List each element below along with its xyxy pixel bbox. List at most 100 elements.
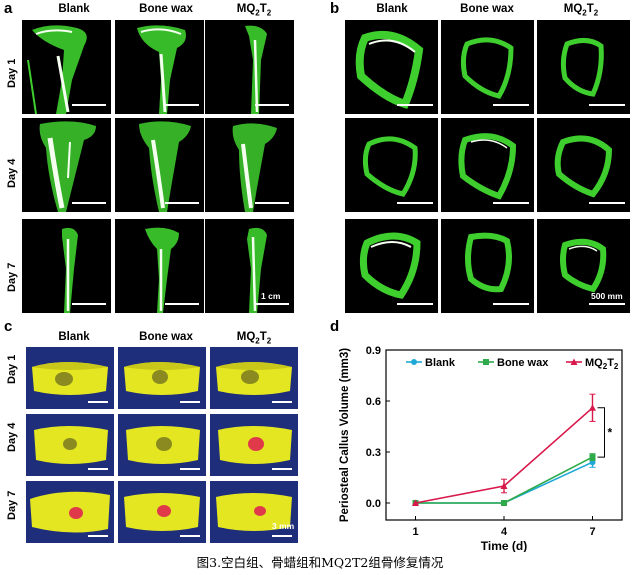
significance-marker: *: [608, 425, 613, 439]
panel-a-row-day1: Day 1: [6, 58, 18, 88]
chart-axes: 0.0 0.3 0.6 0.9 1 4 7 Time (d) Periosteal Callus…: [339, 345, 623, 552]
panel-b-tile-day4-mq2t2: [537, 118, 630, 212]
data-point: [589, 404, 596, 411]
panel-c-col-mq2t2: MQ2T2: [236, 331, 272, 346]
bone-cross-section-image: [458, 133, 517, 200]
bone-cross-section-image: [465, 232, 512, 293]
bone-cross-section-image: [560, 238, 607, 293]
panel-b-tile-day4-bonewax: [441, 118, 534, 212]
legend-marker: [570, 358, 578, 365]
bone-cross-section-image: [355, 31, 424, 109]
scale-bar: [397, 104, 433, 106]
bone-cross-section-image: [362, 136, 418, 197]
callus-3d-render: [216, 493, 292, 531]
bone-cross-section-image: [554, 135, 613, 198]
scale-bar: [397, 202, 433, 204]
data-point: [501, 500, 507, 506]
x-axis-label: Time (d): [481, 539, 527, 552]
scale-bar: [272, 535, 292, 537]
panel-c-letter: c: [4, 318, 13, 335]
panel-a-col-blank: Blank: [58, 3, 90, 15]
panel-b-tile-day7-blank: [345, 219, 438, 313]
scale-bar: [272, 468, 292, 470]
scale-bar: [88, 401, 108, 403]
y-axis-label: Periosteal Callus Volume (mm3): [339, 348, 351, 522]
tibia-ct-image: [137, 25, 186, 114]
panel-a-tile-day1-bonewax: [115, 20, 204, 114]
chart-legend: Blank Bone wax MQ2T2: [406, 357, 619, 371]
scale-label: 3 mm: [272, 521, 295, 531]
panel-a-tile-day7-blank: [22, 219, 111, 313]
legend-marker: [411, 359, 417, 365]
x-tick-label: 4: [501, 526, 508, 538]
panel-c-tile-day1-blank: [26, 347, 114, 409]
data-point: [589, 454, 596, 461]
panel-c-row-day4: Day 4: [6, 422, 18, 452]
callus-3d-render: [32, 362, 108, 395]
plot-frame: [385, 349, 623, 521]
scale-bar: [255, 104, 289, 106]
panel-c-col-blank: Blank: [58, 331, 90, 343]
scale-bar: [88, 535, 108, 537]
legend-label: MQ2T2: [585, 357, 619, 371]
scale-bar: [180, 535, 200, 537]
panel-a-letter: a: [4, 0, 13, 17]
panel-a-tile-day1-mq2t2: [205, 20, 294, 114]
scale-bar: [165, 104, 199, 106]
scale-bar: [180, 401, 200, 403]
panel-b-tile-day4-blank: [345, 118, 438, 212]
scale-bar: [72, 303, 106, 305]
tibia-ct-image: [139, 121, 191, 212]
tibia-ct-image: [145, 227, 179, 313]
panel-c-col-bonewax: Bone wax: [139, 331, 193, 343]
panel-b-col-mq2t2: MQ2T2: [563, 3, 599, 18]
scale-label: 500 mm: [591, 291, 623, 301]
panel-b-tile-day1-mq2t2: [537, 20, 630, 114]
panel-d-letter: d: [330, 318, 340, 335]
panel-b-letter: b: [330, 0, 340, 17]
legend-label: Blank: [425, 357, 456, 369]
panel-a-row-day7: Day 7: [6, 262, 18, 292]
scale-bar: [165, 303, 199, 305]
panel-a-tile-day1-blank: [22, 20, 111, 114]
bone-cross-section-image: [560, 38, 604, 97]
scale-label: 1 cm: [261, 291, 281, 301]
bone-cross-section-image: [359, 232, 421, 299]
tibia-ct-image: [62, 227, 78, 313]
x-tick-label: 1: [412, 526, 418, 538]
panel-c-tile-day7-blank: [26, 481, 114, 543]
scale-bar: [397, 303, 433, 305]
callus-3d-render: [216, 362, 292, 395]
panel-c-tile-day1-bonewax: [118, 347, 206, 409]
panel-b-tile-day1-blank: [345, 20, 438, 114]
scale-bar: [72, 104, 106, 106]
panel-a-tile-day7-mq2t2: 1 cm: [205, 219, 294, 313]
tibia-ct-image: [245, 25, 267, 114]
scale-bar: [165, 202, 199, 204]
scale-bar: [493, 202, 529, 204]
panel-a-tile-day4-bonewax: [115, 118, 204, 212]
y-tick-label: 0.0: [366, 498, 381, 510]
legend-marker: [483, 359, 489, 365]
y-tick-label: 0.9: [366, 345, 381, 357]
chart-series: [412, 393, 596, 506]
panel-b-col-blank: Blank: [376, 3, 408, 15]
data-point: [412, 499, 419, 506]
legend-label: Bone wax: [497, 357, 549, 369]
scale-bar: [180, 468, 200, 470]
scale-bar: [493, 104, 529, 106]
scale-bar: [272, 401, 292, 403]
scale-bar: [72, 202, 106, 204]
panel-c-tile-day7-mq2t2: 3 mm: [210, 481, 298, 543]
panel-b-tile-day7-mq2t2: 500 mm: [537, 219, 630, 313]
callus-3d-render: [218, 426, 292, 464]
scale-bar: [255, 303, 289, 305]
scale-bar: [255, 202, 289, 204]
panel-a-col-bonewax: Bone wax: [139, 3, 193, 15]
tibia-ct-image: [247, 227, 267, 313]
callus-3d-render: [34, 426, 108, 464]
tibia-ct-image: [27, 25, 87, 114]
callus-volume-chart: 0.0 0.3 0.6 0.9 1 4 7 Time (d) Periosteal Callus…: [339, 345, 623, 552]
scale-bar: [493, 303, 529, 305]
bone-cross-section-image: [460, 37, 514, 99]
